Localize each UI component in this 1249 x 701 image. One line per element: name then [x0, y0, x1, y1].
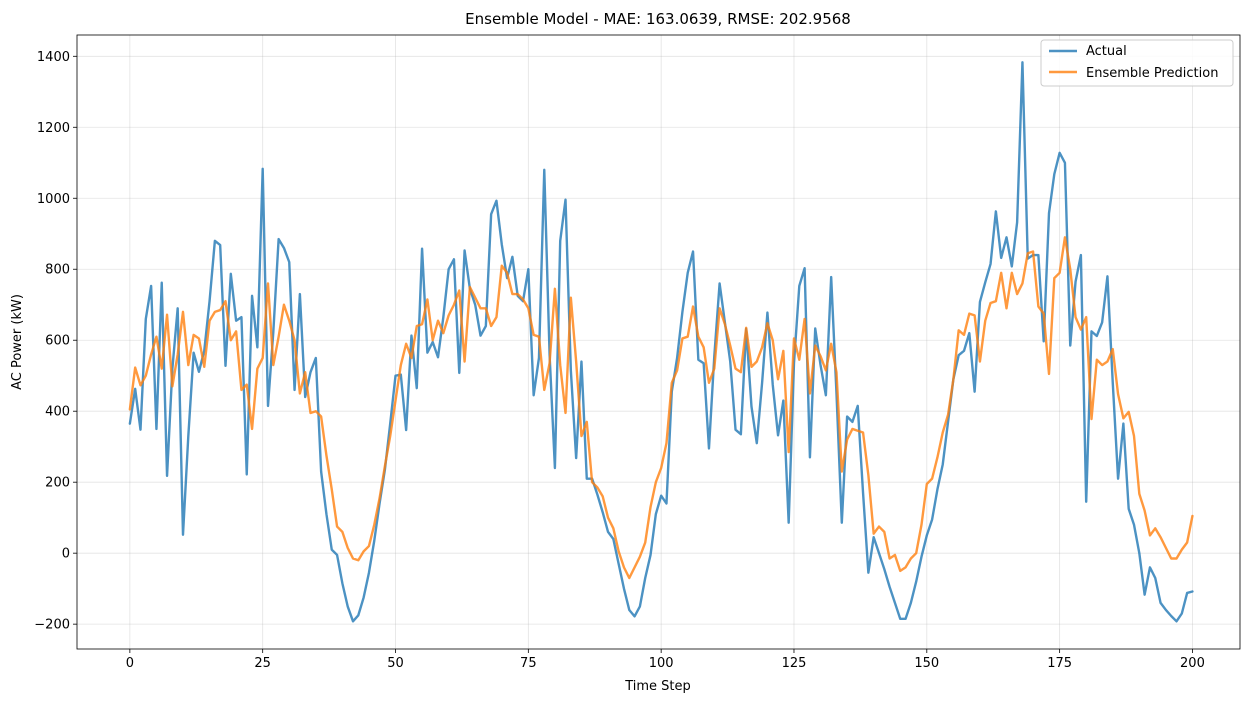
y-tick-label: 600	[45, 334, 70, 349]
x-axis-ticks: 0 25 50 75 100 125 150 175 200	[126, 649, 1205, 671]
legend-box	[1040, 39, 1234, 87]
x-tick-label: 125	[782, 656, 807, 671]
x-axis-label: Time Step	[624, 679, 691, 694]
legend: Actual Ensemble Prediction	[1040, 39, 1234, 87]
x-tick-label: 50	[387, 656, 404, 671]
y-tick-label: 400	[45, 405, 70, 420]
x-tick-label: 75	[520, 656, 537, 671]
y-axis-ticks: −200 0 200 400 600 800 1000 1200 1400	[34, 50, 77, 633]
x-tick-label: 100	[649, 656, 674, 671]
x-tick-label: 150	[914, 656, 939, 671]
legend-label-prediction: Ensemble Prediction	[1086, 66, 1218, 81]
y-tick-label: −200	[34, 618, 70, 633]
series-line-prediction	[128, 236, 1194, 580]
legend-label-actual: Actual	[1086, 44, 1127, 59]
y-tick-label: 200	[45, 476, 70, 491]
y-tick-label: 1400	[37, 50, 70, 65]
y-tick-label: 1200	[37, 121, 70, 136]
y-tick-label: 1000	[37, 192, 70, 207]
chart-title: Ensemble Model - MAE: 163.0639, RMSE: 20…	[465, 10, 851, 28]
x-tick-label: 200	[1180, 656, 1205, 671]
x-tick-label: 25	[254, 656, 271, 671]
y-tick-label: 0	[62, 547, 70, 562]
x-tick-label: 175	[1047, 656, 1072, 671]
y-tick-label: 800	[45, 263, 70, 278]
plot-frame	[76, 34, 1241, 650]
series-lines	[128, 61, 1194, 623]
y-axis-label: AC Power (kW)	[10, 294, 25, 390]
x-tick-label: 0	[126, 656, 134, 671]
